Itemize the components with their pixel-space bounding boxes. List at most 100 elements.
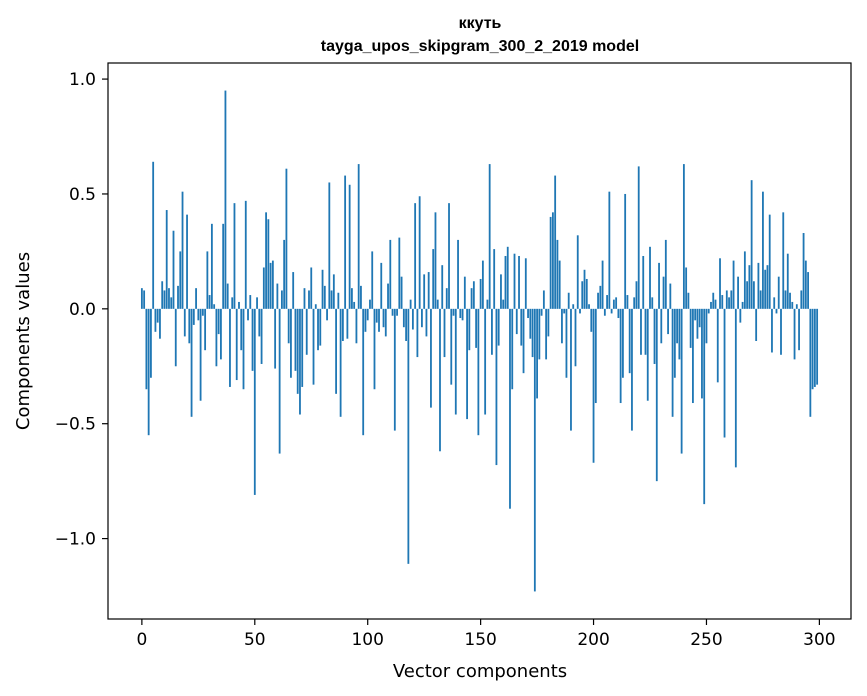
bar [402, 308, 405, 328]
bar [353, 301, 356, 309]
bar [204, 308, 207, 351]
bar [793, 308, 796, 360]
bar [183, 308, 186, 337]
bar [739, 308, 742, 323]
bar [678, 308, 681, 360]
bar [667, 308, 669, 335]
bar [750, 180, 753, 309]
bar [242, 308, 245, 390]
bar [335, 308, 337, 394]
bar [140, 288, 143, 309]
bar [195, 288, 197, 309]
bar [777, 276, 780, 309]
bar [258, 308, 261, 337]
bar [549, 216, 552, 309]
bar [705, 308, 708, 344]
bar [488, 164, 491, 309]
bar [592, 308, 595, 463]
bar [773, 297, 776, 309]
bar [746, 281, 749, 309]
bar [669, 283, 672, 309]
bar [673, 308, 676, 378]
bar [378, 308, 380, 332]
bar [531, 308, 534, 358]
bar [348, 184, 351, 309]
bar [635, 281, 638, 309]
bar [694, 308, 697, 321]
bar [163, 290, 166, 309]
bar [470, 288, 473, 309]
bar [206, 251, 209, 309]
bar [181, 191, 184, 309]
bar [143, 290, 146, 309]
bar [256, 297, 258, 309]
bar [712, 292, 715, 309]
x-tick-label: 200 [577, 630, 609, 650]
bar [154, 308, 157, 332]
bar [585, 278, 588, 309]
bar [290, 308, 292, 378]
bar [226, 283, 229, 309]
bar [617, 308, 620, 319]
bar [798, 308, 800, 351]
bar [364, 308, 367, 332]
bar [405, 308, 408, 341]
bar [633, 297, 636, 309]
bar [389, 239, 392, 309]
bar [305, 308, 308, 355]
bar [296, 308, 299, 394]
bar [491, 308, 493, 355]
bar [380, 262, 383, 309]
bar [407, 308, 410, 564]
bar [425, 308, 428, 337]
bar [150, 308, 152, 378]
bar [341, 308, 344, 341]
bar [265, 212, 267, 309]
bar [542, 290, 545, 309]
bar [416, 308, 419, 358]
bar [274, 308, 277, 369]
bar [692, 308, 694, 404]
y-tick-label: 1.0 [69, 70, 96, 90]
bar [802, 233, 805, 309]
bar [247, 308, 249, 321]
bar [631, 308, 633, 431]
bar [398, 237, 401, 309]
bar [362, 308, 365, 436]
x-tick-label: 100 [351, 630, 383, 650]
bar [357, 164, 360, 309]
bar [676, 308, 679, 344]
bar [701, 308, 703, 399]
bar [511, 308, 514, 390]
bar [780, 308, 782, 355]
bar [224, 90, 227, 309]
bar [651, 297, 654, 309]
bar [590, 308, 593, 332]
bar [608, 191, 611, 309]
bar [563, 308, 566, 314]
bar [360, 285, 362, 309]
bar [159, 308, 161, 339]
bar [768, 214, 771, 309]
bar [714, 299, 717, 309]
bar [317, 308, 319, 351]
y-tick-label: −0.5 [55, 415, 96, 435]
bar [703, 308, 706, 505]
bar [784, 290, 787, 309]
bar [177, 285, 179, 309]
bar [267, 219, 270, 309]
bar [269, 262, 272, 309]
bar [737, 276, 739, 309]
bar [156, 308, 159, 323]
bar [594, 308, 597, 404]
bar [723, 308, 726, 438]
bar [466, 308, 468, 420]
bar [421, 308, 423, 328]
bar [601, 260, 604, 309]
bar [292, 272, 295, 309]
bar [791, 301, 794, 309]
bar [188, 308, 191, 344]
bar [518, 255, 520, 309]
bar [529, 308, 532, 339]
bar [500, 274, 502, 309]
